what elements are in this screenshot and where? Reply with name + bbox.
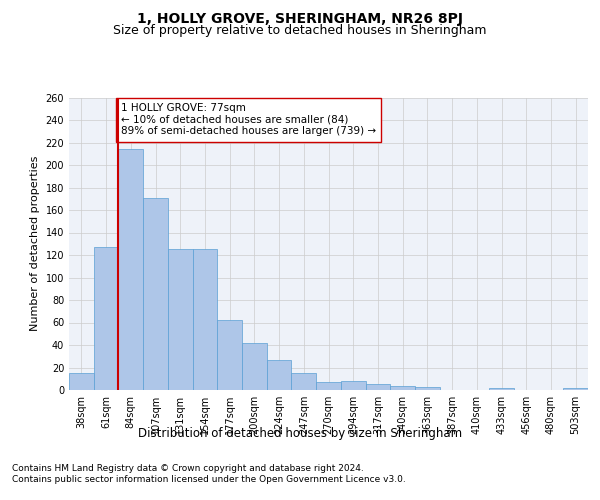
Bar [341,381,365,390]
Bar [118,150,143,390]
Bar [563,388,588,390]
Bar [316,382,341,390]
Y-axis label: Number of detached properties: Number of detached properties [30,156,40,332]
Bar [69,373,94,390]
Bar [242,343,267,390]
Bar [390,386,415,390]
Bar [168,250,193,390]
Text: 1, HOLLY GROVE, SHERINGHAM, NR26 8PJ: 1, HOLLY GROVE, SHERINGHAM, NR26 8PJ [137,12,463,26]
Text: Distribution of detached houses by size in Sheringham: Distribution of detached houses by size … [138,428,462,440]
Bar [94,247,118,390]
Bar [489,388,514,390]
Bar [267,360,292,390]
Bar [217,320,242,390]
Bar [415,386,440,390]
Text: 1 HOLLY GROVE: 77sqm
← 10% of detached houses are smaller (84)
89% of semi-detac: 1 HOLLY GROVE: 77sqm ← 10% of detached h… [121,103,376,136]
Text: Size of property relative to detached houses in Sheringham: Size of property relative to detached ho… [113,24,487,37]
Text: Contains public sector information licensed under the Open Government Licence v3: Contains public sector information licen… [12,475,406,484]
Bar [365,384,390,390]
Bar [143,198,168,390]
Text: Contains HM Land Registry data © Crown copyright and database right 2024.: Contains HM Land Registry data © Crown c… [12,464,364,473]
Bar [193,250,217,390]
Bar [292,373,316,390]
